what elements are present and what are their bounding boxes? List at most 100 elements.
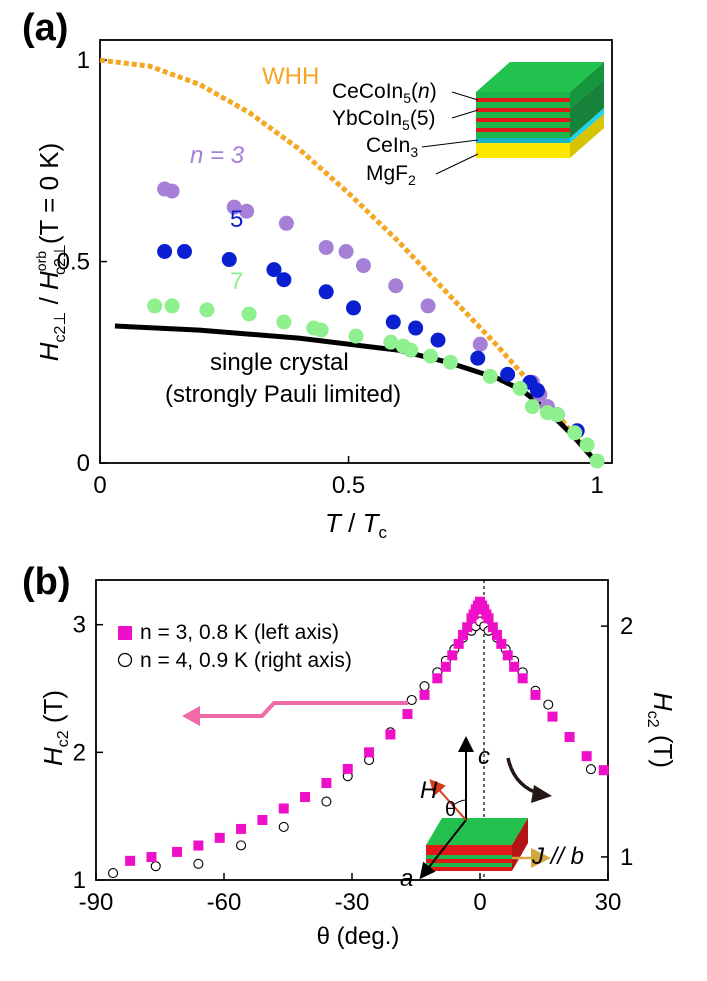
point-n3 (509, 661, 520, 672)
inset-a-label: a (400, 865, 413, 892)
h-field-arrow (429, 779, 467, 821)
inset-leader (435, 153, 479, 175)
legend: n = 3, 0.8 K (left axis) n = 4, 0.9 K (r… (117, 621, 352, 672)
layer-yellow (476, 143, 570, 158)
point-n3 (278, 803, 289, 814)
x-tick-label: 0 (473, 889, 486, 916)
inset-leader (451, 91, 479, 101)
point-n5 (529, 382, 545, 398)
inset-label-ybcoin5: YbCoIn5(5) (332, 107, 436, 133)
point-n4 (150, 861, 161, 872)
point-n5 (266, 262, 282, 278)
sample-top (426, 818, 528, 845)
point-n3 (564, 732, 575, 743)
sample-front-red (426, 859, 512, 863)
layer-green (476, 132, 570, 138)
point-n7 (241, 306, 257, 322)
point-n3 (496, 638, 507, 649)
layer-side-cyan (570, 108, 604, 143)
plot-b-marks (108, 596, 609, 879)
x-tick-label: 30 (595, 889, 622, 916)
point-n5 (346, 300, 362, 316)
plot-a-frame (99, 39, 613, 464)
right-arrow-head (531, 785, 552, 803)
point-n5 (408, 320, 424, 336)
inset-leader (451, 109, 479, 119)
point-n4 (406, 694, 417, 706)
point-n5 (430, 332, 446, 348)
point-n7 (589, 453, 605, 469)
point-n3 (172, 846, 183, 857)
legend-marker-n4 (117, 652, 133, 668)
layer-cyan (476, 138, 570, 143)
single-crystal-label: single crystal (210, 349, 349, 376)
point-n4 (278, 821, 289, 832)
point-n7 (199, 302, 215, 318)
y-tick-label: 0.5 (57, 249, 90, 276)
sample-front-red (426, 845, 512, 855)
layer-red (476, 108, 570, 112)
point-n7 (164, 298, 180, 314)
plot-b-ylabel-right: Hc2 (T) (644, 692, 678, 768)
panel-b: (b) -90 -60 -30 0 30 1 2 3 1 2 c H θ a J // b (22, 561, 678, 950)
plot-a-xlabel: T / Tc (325, 508, 387, 542)
inset-label-cecoin5: CeCoIn5(n) (332, 80, 437, 106)
point-n3 (472, 336, 488, 352)
point-n3 (388, 278, 404, 294)
layer-green (476, 122, 570, 128)
whh-label: WHH (262, 63, 319, 90)
inset-h-label: H (420, 777, 438, 804)
point-n3 (547, 711, 558, 722)
point-n7 (579, 437, 595, 453)
point-n3 (146, 852, 157, 863)
x-tick-label: -90 (79, 889, 114, 916)
inset-label-cein3: CeIn3 (366, 134, 418, 160)
inset-theta-label: θ (445, 799, 456, 821)
point-n3 (300, 792, 311, 803)
plot-a-ylabel: Hc2⊥ / Horb c2⊥(T = 0 K) (33, 143, 69, 362)
layer-red (476, 128, 570, 132)
sample-front-green (426, 855, 512, 859)
layer-side-green (570, 62, 604, 108)
point-n7 (442, 354, 458, 370)
single-crystal-sublabel: (strongly Pauli limited) (165, 381, 401, 408)
point-n3 (447, 650, 458, 661)
layer-green (476, 112, 570, 118)
point-n4 (543, 699, 554, 710)
point-n7 (567, 425, 583, 441)
x-tick-label: 1 (590, 472, 603, 499)
y-tick-label-left: 2 (73, 739, 86, 766)
panel-a: (a) 0 0.5 1 0 0.5 1 Hc2⊥ / Horb c2⊥(T = 0 K) T… (22, 7, 613, 542)
y-tick-label-left: 1 (73, 867, 86, 894)
point-n3 (453, 638, 464, 649)
point-n7 (147, 298, 163, 314)
point-n3 (257, 815, 268, 825)
point-n4 (108, 868, 119, 879)
point-n4 (321, 796, 332, 807)
point-n7 (512, 380, 528, 396)
point-n3 (479, 604, 490, 615)
legend-marker-n3 (118, 626, 132, 640)
y-tick-label-right: 1 (620, 844, 633, 871)
inset-label-mgf2: MgF2 (366, 162, 416, 188)
panel-b-label: (b) (22, 561, 71, 603)
layer-side-yellow (570, 114, 604, 158)
point-n5 (157, 244, 173, 259)
point-n3 (364, 747, 375, 758)
point-n3 (581, 751, 592, 762)
point-n3 (487, 622, 498, 633)
point-n7 (482, 368, 498, 384)
left-axis-indicator (182, 701, 408, 726)
whh-curve (99, 57, 600, 465)
point-n3 (457, 629, 468, 640)
point-n3 (193, 840, 204, 851)
point-n3 (278, 215, 294, 231)
x-tick-label: 0 (93, 472, 106, 499)
point-n4 (419, 681, 430, 692)
point-n3 (402, 709, 413, 720)
theta-arc (451, 799, 467, 807)
plot-b-ylabel-left: Hc2 (T) (38, 690, 72, 766)
panel-a-label: (a) (22, 7, 68, 49)
y-tick-label: 0 (77, 450, 90, 477)
point-n3 (226, 199, 242, 215)
